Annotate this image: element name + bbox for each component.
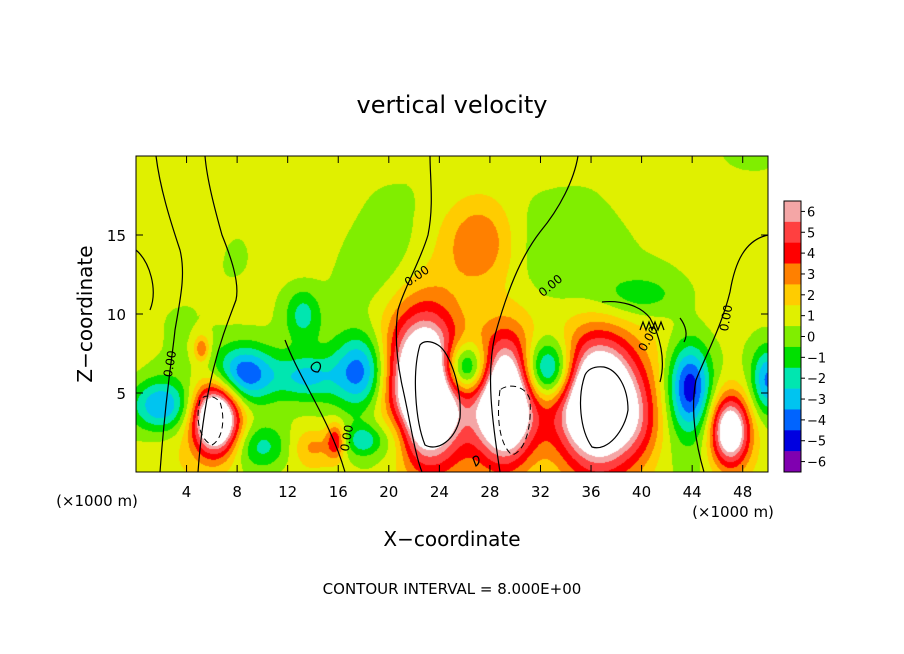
dashed-contour-line — [197, 395, 224, 446]
y-tick-label: 10 — [107, 306, 126, 324]
contour-lines — [135, 155, 769, 473]
contour-label: 0.00 — [338, 424, 356, 453]
contour-label: 0.00 — [161, 349, 179, 378]
colorbar-tick-label: 5 — [807, 226, 815, 241]
x-tick-label: 16 — [329, 483, 348, 501]
colorbar-swatch — [784, 346, 801, 369]
colorbar-tick-label: 6 — [807, 205, 815, 220]
colorbar-tick-label: −6 — [807, 456, 826, 471]
colorbar-swatch — [784, 201, 801, 223]
contour-line — [472, 455, 480, 467]
contour-line — [284, 339, 346, 473]
x-tick-label: 4 — [182, 483, 192, 501]
y-tick-label: 5 — [116, 385, 126, 403]
x-tick-label: 8 — [232, 483, 242, 501]
contour-line — [679, 317, 687, 343]
x-unit-label-left: (×1000 m) — [56, 492, 138, 510]
plot-area — [135, 155, 769, 473]
colorbar-swatch — [784, 326, 801, 348]
colorbar-tick-label: 0 — [807, 331, 815, 346]
x-axis-label: X−coordinate — [383, 527, 520, 551]
colorbar-tick-label: −3 — [807, 393, 826, 408]
contour-line — [601, 300, 663, 383]
colorbar-tick-label: −4 — [807, 414, 826, 429]
x-tick-label: 12 — [278, 483, 297, 501]
y-axis: 5 10 15 — [107, 227, 768, 403]
x-axis: 4 8 12 16 20 24 28 32 36 40 44 48 — [182, 156, 752, 501]
negative-contour-lines — [197, 385, 531, 456]
x-tick-label: 44 — [683, 483, 702, 501]
colorbar-tick-label: −5 — [807, 435, 826, 450]
colorbar-swatch — [784, 367, 801, 389]
x-tick-label: 20 — [379, 483, 398, 501]
contour-line — [310, 361, 322, 373]
x-unit-label-right: (×1000 m) — [692, 503, 774, 521]
colorbar-tick-label: 4 — [807, 247, 815, 262]
contour-line — [135, 249, 154, 311]
contour-interval-label: CONTOUR INTERVAL = 8.000E+00 — [323, 580, 582, 598]
y-tick-label: 15 — [107, 227, 126, 245]
velocity-field — [136, 156, 768, 472]
contour-line — [197, 155, 238, 473]
colorbar-tick-label: −2 — [807, 372, 826, 387]
x-tick-label: 24 — [430, 483, 449, 501]
colorbar: 6 5 4 3 2 1 0 −1 −2 −3 −4 −5 −6 — [783, 200, 826, 473]
colorbar-swatch — [784, 409, 801, 431]
x-tick-label: 28 — [480, 483, 499, 501]
contour-line — [489, 155, 579, 473]
contour-line — [155, 155, 184, 473]
x-tick-label: 40 — [632, 483, 651, 501]
x-tick-label: 36 — [581, 483, 600, 501]
colorbar-tick-label: 2 — [807, 289, 815, 304]
colorbar-swatch — [784, 305, 801, 327]
colorbar-swatch — [784, 430, 801, 452]
contour-line — [579, 366, 629, 449]
colorbar-swatch — [784, 263, 801, 285]
contour-line — [414, 341, 461, 448]
colorbar-swatch — [784, 221, 801, 243]
x-tick-label: 48 — [733, 483, 752, 501]
contour-label: 0.00 — [717, 304, 735, 333]
y-axis-label: Z−coordinate — [73, 245, 97, 382]
contour-line — [639, 320, 665, 332]
contour-line — [692, 234, 769, 473]
chart-title: vertical velocity — [357, 91, 548, 119]
contour-line — [395, 155, 432, 473]
colorbar-swatch — [784, 451, 801, 473]
colorbar-swatch — [784, 388, 801, 410]
colorbar-tick-label: −1 — [807, 351, 826, 366]
x-tick-label: 32 — [531, 483, 550, 501]
colorbar-swatch — [784, 242, 801, 264]
colorbar-tick-label: 3 — [807, 268, 815, 283]
colorbar-swatch — [784, 284, 801, 306]
colorbar-tick-label: 1 — [807, 310, 815, 325]
